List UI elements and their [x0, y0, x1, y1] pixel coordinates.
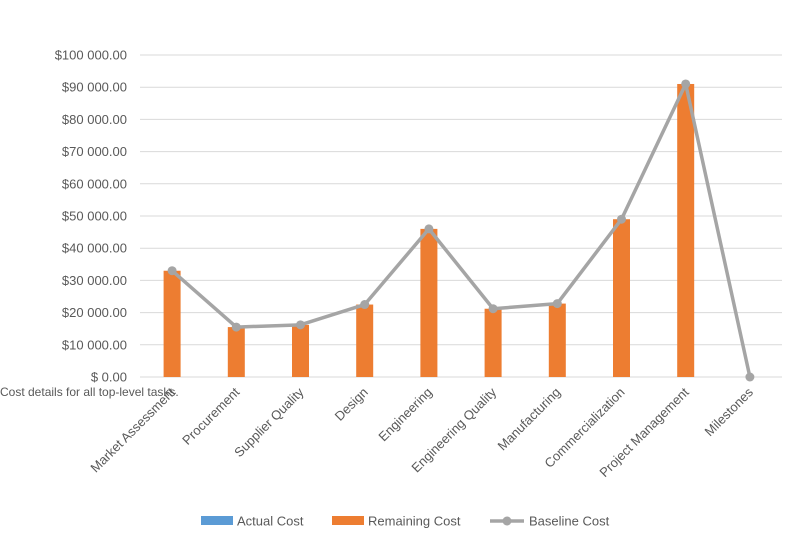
y-tick-label: $30 000.00	[62, 273, 127, 288]
bar-remaining-cost	[613, 219, 630, 377]
baseline-cost-point	[360, 300, 370, 310]
y-tick-label: $70 000.00	[62, 144, 127, 159]
x-tick-label: Design	[332, 385, 371, 424]
legend-label: Remaining Cost	[368, 514, 461, 529]
y-tick-label: $60 000.00	[62, 176, 127, 191]
x-tick-label: Procurement	[179, 384, 243, 448]
baseline-cost-point	[745, 372, 755, 382]
bars	[163, 83, 695, 377]
x-tick-label: Engineering	[375, 385, 435, 445]
bar-remaining-cost	[677, 83, 695, 377]
baseline-cost-line	[170, 82, 752, 378]
baseline-cost-point	[488, 304, 498, 314]
gridlines	[140, 54, 782, 378]
y-tick-label: $90 000.00	[62, 80, 127, 95]
x-tick-label: Supplier Quality	[231, 384, 307, 460]
y-tick-label: $100 000.00	[55, 48, 127, 63]
y-tick-label: $50 000.00	[62, 209, 127, 224]
legend: Actual Cost Remaining Cost Baseline Cost	[201, 514, 610, 529]
baseline-points	[167, 79, 755, 382]
y-tick-label: $20 000.00	[62, 305, 127, 320]
y-axis-tick-labels: $ 0.00 $10 000.00 $20 000.00 $30 000.00 $40 …	[55, 48, 127, 385]
baseline-cost-point	[231, 322, 241, 332]
x-tick-label: Manufacturing	[495, 385, 564, 454]
baseline-cost-point	[681, 79, 691, 89]
baseline-cost-point	[617, 214, 626, 224]
legend-label: Baseline Cost	[529, 514, 610, 529]
bar-remaining-cost	[548, 303, 566, 377]
caption-text: Cost details for all top-level tasks.	[0, 385, 179, 399]
y-tick-label: $40 000.00	[62, 241, 127, 256]
y-tick-label: $80 000.00	[62, 112, 127, 127]
legend-marker	[502, 516, 512, 526]
baseline-cost-point	[296, 320, 305, 330]
y-tick-label: $ 0.00	[91, 370, 127, 385]
baseline-cost-point	[552, 299, 562, 309]
baseline-line	[170, 82, 752, 378]
baseline-cost-point	[424, 224, 434, 234]
bar-remaining-cost	[227, 327, 245, 377]
bar-remaining-cost	[484, 308, 502, 377]
x-tick-label: Milestones	[701, 384, 756, 439]
bar-remaining-cost	[292, 324, 309, 377]
bar-remaining-cost	[356, 304, 374, 377]
bar-remaining-cost	[163, 270, 181, 377]
bar-remaining-cost	[420, 228, 438, 377]
legend-label: Actual Cost	[237, 514, 304, 529]
y-tick-label: $10 000.00	[62, 337, 127, 352]
baseline-cost-point	[167, 266, 177, 276]
legend-swatch	[201, 516, 233, 525]
legend-swatch	[332, 516, 364, 525]
